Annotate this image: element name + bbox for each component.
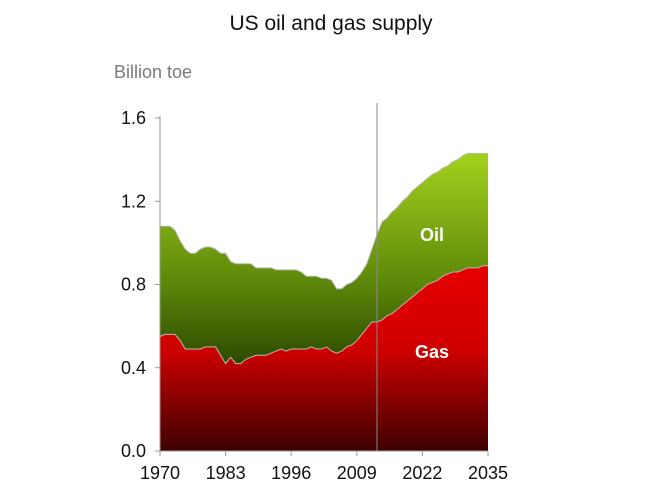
- x-tick-label: 1996: [271, 463, 311, 483]
- y-tick-label: 0.4: [121, 358, 146, 378]
- y-tick-label: 1.6: [121, 108, 146, 128]
- x-tick-label: 2009: [337, 463, 377, 483]
- x-tick-label: 1970: [140, 463, 180, 483]
- gas-series-line: [159, 265, 488, 365]
- oil-series-line: [160, 152, 488, 290]
- oil-series-label: Oil: [420, 225, 444, 245]
- x-tick-label: 2022: [402, 463, 442, 483]
- y-tick-label: 1.2: [121, 191, 146, 211]
- oil-area: [160, 153, 488, 364]
- y-axis-unit-label: Billion toe: [114, 62, 193, 82]
- gas-area: [160, 265, 488, 451]
- gas-series-label: Gas: [415, 342, 449, 362]
- y-tick-label: 0.8: [121, 275, 146, 295]
- x-tick-label: 2035: [468, 463, 508, 483]
- y-tick-label: 0.0: [121, 441, 146, 461]
- x-tick-label: 1983: [206, 463, 246, 483]
- chart-title: US oil and gas supply: [229, 12, 433, 35]
